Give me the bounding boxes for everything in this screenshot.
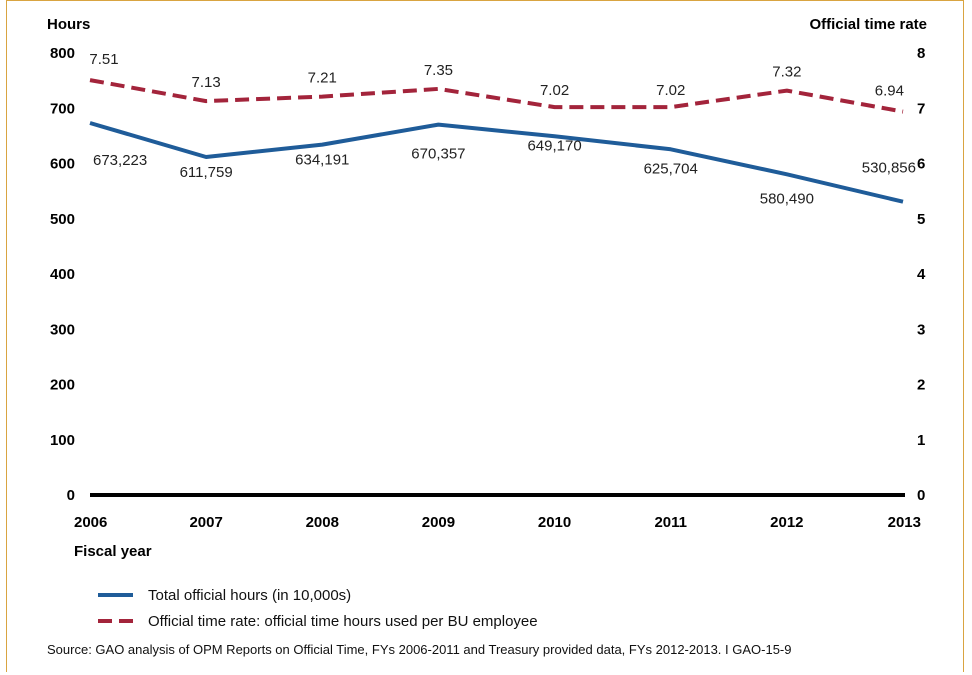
right-axis-title: Official time rate bbox=[809, 16, 927, 33]
source-note: Source: GAO analysis of OPM Reports on O… bbox=[47, 642, 792, 657]
hours-data-label: 634,191 bbox=[295, 152, 349, 169]
right-tick-label: 5 bbox=[917, 211, 925, 228]
right-tick-label: 3 bbox=[917, 321, 925, 338]
right-axis-ticks: 8 7 6 5 4 3 2 1 0 bbox=[917, 45, 926, 504]
x-tick-label: 2012 bbox=[770, 514, 803, 531]
rate-data-label: 7.51 bbox=[89, 51, 118, 68]
right-tick-label: 1 bbox=[917, 432, 925, 449]
right-tick-label: 4 bbox=[917, 266, 926, 283]
left-tick-label: 600 bbox=[50, 156, 75, 173]
legend-label-time-rate: Official time rate: official time hours … bbox=[148, 613, 538, 630]
series-lines bbox=[89, 78, 904, 204]
rate-data-label: 7.02 bbox=[656, 82, 685, 99]
series-line-time-rate bbox=[89, 78, 904, 114]
hours-data-label: 611,759 bbox=[180, 164, 233, 181]
x-tick-label: 2013 bbox=[888, 514, 921, 531]
rate-data-label: 7.35 bbox=[424, 62, 453, 79]
right-tick-label: 7 bbox=[917, 100, 925, 117]
x-tick-label: 2008 bbox=[306, 514, 339, 531]
rate-data-label: 7.02 bbox=[540, 82, 569, 99]
rate-data-label: 7.21 bbox=[308, 70, 337, 87]
data-labels: 673,223 611,759 634,191 670,357 649,170 625,7… bbox=[89, 51, 916, 207]
right-tick-label: 2 bbox=[917, 377, 925, 394]
right-tick-label: 8 bbox=[917, 45, 925, 62]
hours-data-label: 580,490 bbox=[760, 190, 814, 207]
left-tick-label: 300 bbox=[50, 321, 75, 338]
x-tick-label: 2007 bbox=[189, 514, 222, 531]
x-tick-label: 2009 bbox=[422, 514, 455, 531]
left-tick-label: 500 bbox=[50, 211, 75, 228]
hours-data-label: 670,357 bbox=[411, 146, 465, 163]
chart-frame bbox=[6, 0, 964, 672]
left-axis-ticks: 800 700 600 500 400 300 200 100 0 bbox=[50, 45, 75, 504]
x-axis-title: Fiscal year bbox=[74, 543, 152, 560]
hours-data-label: 625,704 bbox=[644, 160, 698, 177]
hours-data-label: 673,223 bbox=[93, 152, 147, 169]
x-tick-label: 2011 bbox=[654, 514, 687, 531]
left-tick-label: 100 bbox=[50, 432, 75, 449]
legend: Total official hours (in 10,000s) Offici… bbox=[98, 587, 538, 630]
legend-label-total-hours: Total official hours (in 10,000s) bbox=[148, 587, 351, 604]
right-tick-label: 6 bbox=[917, 156, 925, 173]
rate-data-label: 7.32 bbox=[772, 64, 801, 81]
left-axis-title: Hours bbox=[47, 16, 90, 33]
rate-data-label: 6.94 bbox=[875, 83, 904, 100]
left-tick-label: 800 bbox=[50, 45, 75, 62]
x-axis-ticks: 2006 2007 2008 2009 2010 2011 2012 2013 bbox=[74, 514, 921, 531]
right-tick-label: 0 bbox=[917, 487, 925, 504]
left-tick-label: 200 bbox=[50, 377, 75, 394]
left-tick-label: 400 bbox=[50, 266, 75, 283]
rate-data-label: 7.13 bbox=[192, 74, 221, 91]
left-tick-label: 700 bbox=[50, 100, 75, 117]
x-tick-label: 2006 bbox=[74, 514, 107, 531]
hours-data-label: 530,856 bbox=[862, 160, 916, 177]
left-tick-label: 0 bbox=[67, 487, 75, 504]
x-tick-label: 2010 bbox=[538, 514, 571, 531]
series-line-total-hours bbox=[89, 121, 904, 204]
hours-data-label: 649,170 bbox=[527, 137, 581, 154]
